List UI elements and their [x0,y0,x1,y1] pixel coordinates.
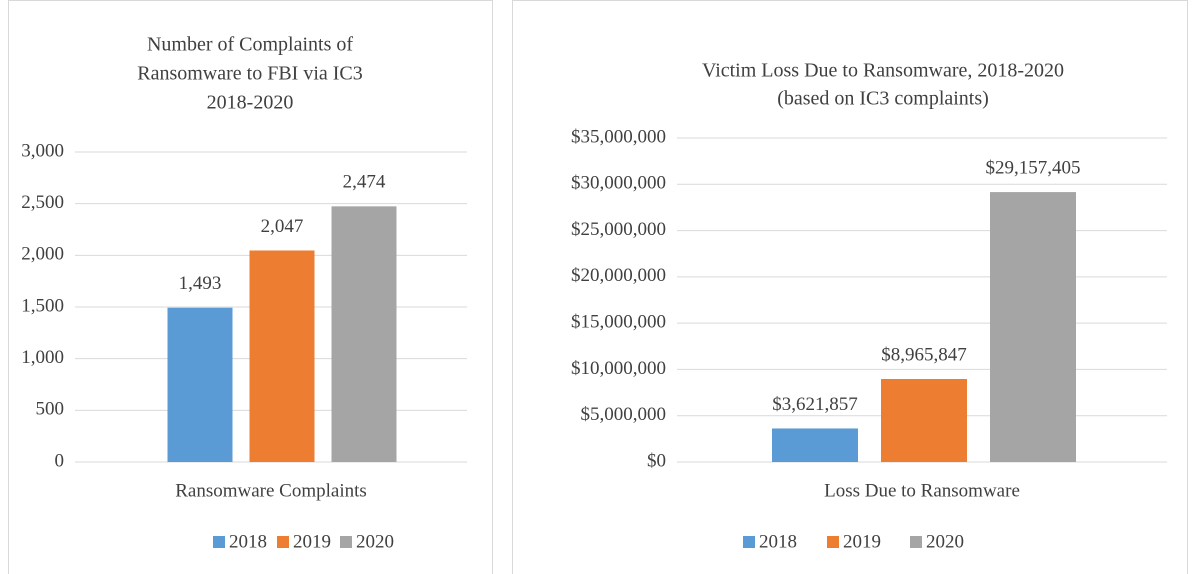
y-tick-label: $35,000,000 [571,126,666,147]
legend-swatch [743,536,755,548]
legend-swatch [827,536,839,548]
bar [772,428,858,462]
legend-label: 2018 [229,531,267,552]
y-tick-label: 0 [55,450,65,471]
data-label: $29,157,405 [986,157,1081,178]
x-tick-label: Ransomware Complaints [175,480,367,501]
chart-title: Number of Complaints of [147,34,353,56]
y-tick-label: $25,000,000 [571,219,666,240]
legend-swatch [910,536,922,548]
bar [249,250,315,462]
legend-label: 2019 [843,531,881,552]
data-label: $3,621,857 [772,394,858,415]
y-tick-label: 2,000 [21,244,64,265]
y-tick-label: $0 [647,450,666,471]
data-label: 1,493 [179,273,222,294]
legend-label: 2018 [759,531,797,552]
y-tick-label: $20,000,000 [571,265,666,286]
bar [167,307,233,462]
y-tick-label: $15,000,000 [571,312,666,333]
legend-swatch [277,536,289,548]
data-label: 2,047 [261,216,304,237]
y-tick-label: 3,000 [21,140,64,161]
y-tick-label: 1,000 [21,347,64,368]
chart-title: Victim Loss Due to Ransomware, 2018-2020 [702,60,1064,82]
bar [881,379,967,462]
legend-swatch [340,536,352,548]
chart-title: Ransomware to FBI via IC3 [137,63,363,85]
bar [331,206,397,462]
data-label: $8,965,847 [881,344,967,365]
legend-label: 2020 [356,531,394,552]
y-tick-label: 1,500 [21,295,64,316]
data-label: 2,474 [343,172,386,193]
y-tick-label: 500 [36,399,65,420]
bar [990,192,1076,462]
legend-swatch [213,536,225,548]
y-tick-label: 2,500 [21,192,64,213]
x-tick-label: Loss Due to Ransomware [824,480,1020,501]
y-tick-label: $10,000,000 [571,358,666,379]
y-tick-label: $30,000,000 [571,173,666,194]
chart-title: 2018-2020 [207,92,294,114]
legend-label: 2019 [293,531,331,552]
chart-title: (based on IC3 complaints) [777,88,989,110]
y-tick-label: $5,000,000 [581,404,667,425]
legend-label: 2020 [926,531,964,552]
